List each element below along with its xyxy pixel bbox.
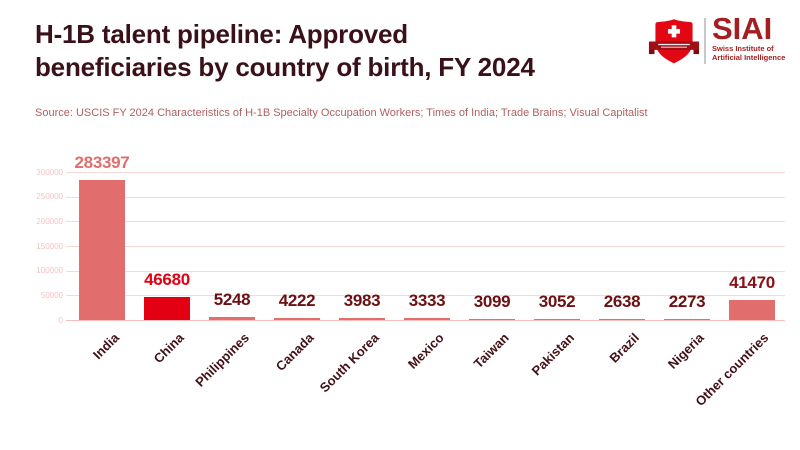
bar-brazil <box>599 318 645 320</box>
value-label: 3983 <box>343 291 381 310</box>
gridline <box>66 221 785 223</box>
logo-tagline-line-1: Swiss Institute of <box>712 44 774 53</box>
x-axis-label: Brazil <box>605 330 642 366</box>
gridline <box>66 246 785 247</box>
value-label: 3099 <box>473 291 511 311</box>
value-label: 283397 <box>74 153 130 173</box>
value-label: 4222 <box>278 290 316 310</box>
bar-canada <box>274 317 320 320</box>
gridline <box>66 320 785 321</box>
value-label: 3333 <box>408 291 446 311</box>
bar-philippines <box>209 317 255 320</box>
x-axis-label: India <box>89 330 122 363</box>
x-axis-label: Mexico <box>404 330 447 372</box>
bar-taiwan <box>469 318 515 320</box>
x-axis-label: Pakistan <box>528 330 577 379</box>
y-axis-tick-label: 150000 <box>36 241 63 251</box>
logo-divider <box>704 18 706 64</box>
x-axis-label: Canada <box>272 330 317 374</box>
y-axis-tick-label: 100000 <box>36 266 63 276</box>
siai-logo: SIAI Swiss Institute of Artificial Intel… <box>648 11 798 70</box>
bar-pakistan <box>534 318 580 320</box>
page-title-line-1: H-1B talent pipeline: Approved <box>35 19 408 49</box>
bar-other-countries <box>729 299 775 320</box>
x-axis-label: China <box>150 330 187 367</box>
bar-nigeria <box>664 318 710 320</box>
gridline <box>66 172 785 173</box>
y-axis-tick-label: 300000 <box>36 167 63 177</box>
value-label: 3052 <box>538 291 576 311</box>
y-axis-tick-label: 250000 <box>36 192 63 202</box>
logo-tagline-line-2: Artificial Intelligence <box>712 53 786 62</box>
logo-text: SIAI Swiss Institute of Artificial Intel… <box>712 11 786 62</box>
gridline <box>66 270 785 272</box>
logo-acronym: SIAI <box>712 11 773 46</box>
value-label: 46680 <box>144 270 190 289</box>
bar-india <box>79 180 125 320</box>
gridline <box>66 295 785 297</box>
source-attribution: Source: USCIS FY 2024 Characteristics of… <box>35 107 648 119</box>
bar-mexico <box>404 318 450 320</box>
x-axis-label: South Korea <box>316 330 382 396</box>
y-axis-tick-label: 200000 <box>36 216 63 226</box>
y-axis-tick-label: 0 <box>58 315 63 325</box>
bar-south-korea <box>339 318 385 320</box>
value-label: 2638 <box>603 291 641 311</box>
x-axis-label: Taiwan <box>470 330 512 372</box>
swiss-shield-icon <box>648 19 700 64</box>
value-label: 5248 <box>213 290 251 310</box>
value-label: 41470 <box>729 272 775 292</box>
bar-china <box>144 297 190 320</box>
value-label: 2273 <box>668 291 706 311</box>
x-axis-label: Philippines <box>191 330 252 390</box>
page-title: H-1B talent pipeline: Approved beneficia… <box>35 18 635 84</box>
y-axis-tick-label: 50000 <box>40 290 63 300</box>
gridline <box>66 196 785 198</box>
x-axis-label: Nigeria <box>664 330 707 372</box>
page-title-line-2: beneficiaries by country of birth, FY 20… <box>35 52 535 82</box>
